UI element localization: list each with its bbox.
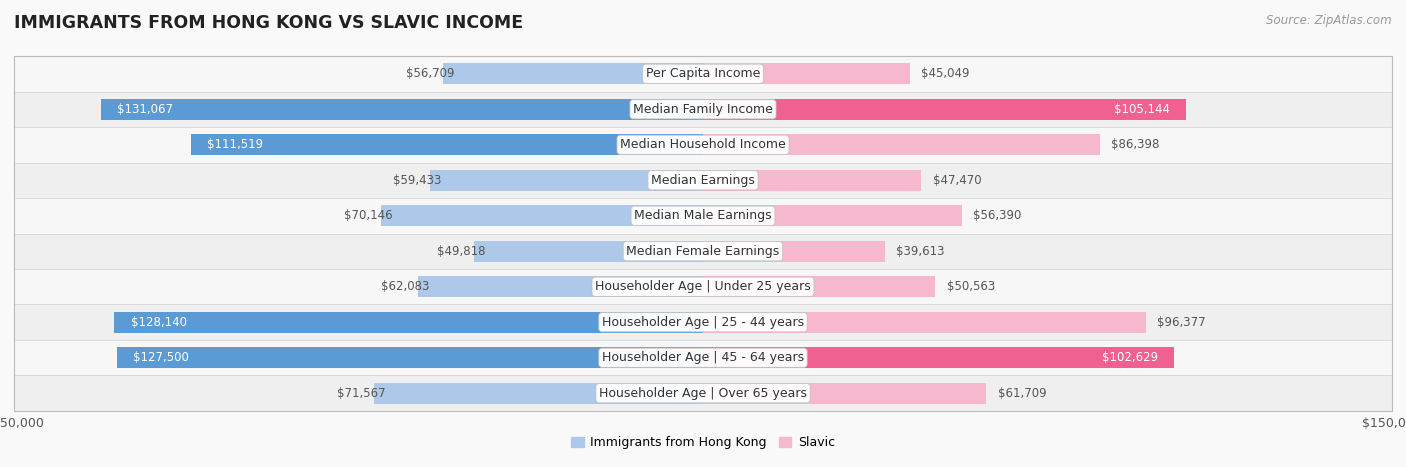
Bar xyxy=(14,269,1392,304)
Text: Householder Age | Under 25 years: Householder Age | Under 25 years xyxy=(595,280,811,293)
Bar xyxy=(374,383,703,403)
Text: $61,709: $61,709 xyxy=(998,387,1046,400)
Bar xyxy=(14,163,1392,198)
Text: $50,563: $50,563 xyxy=(946,280,995,293)
Text: Per Capita Income: Per Capita Income xyxy=(645,67,761,80)
Text: $131,067: $131,067 xyxy=(117,103,173,116)
Text: $86,398: $86,398 xyxy=(1111,138,1160,151)
Text: Median Household Income: Median Household Income xyxy=(620,138,786,151)
Text: Householder Age | 25 - 44 years: Householder Age | 25 - 44 years xyxy=(602,316,804,329)
Bar xyxy=(703,134,1099,155)
Bar xyxy=(474,241,703,262)
Bar xyxy=(117,347,703,368)
Bar xyxy=(14,340,1392,375)
Text: $45,049: $45,049 xyxy=(921,67,970,80)
Text: $128,140: $128,140 xyxy=(131,316,187,329)
Text: Median Earnings: Median Earnings xyxy=(651,174,755,187)
Text: $39,613: $39,613 xyxy=(897,245,945,258)
Text: Median Female Earnings: Median Female Earnings xyxy=(627,245,779,258)
Text: $56,709: $56,709 xyxy=(405,67,454,80)
Text: $96,377: $96,377 xyxy=(1157,316,1206,329)
Text: $59,433: $59,433 xyxy=(394,174,441,187)
Text: Median Family Income: Median Family Income xyxy=(633,103,773,116)
Bar xyxy=(703,241,884,262)
Text: IMMIGRANTS FROM HONG KONG VS SLAVIC INCOME: IMMIGRANTS FROM HONG KONG VS SLAVIC INCO… xyxy=(14,14,523,32)
Bar xyxy=(114,312,703,333)
Text: Source: ZipAtlas.com: Source: ZipAtlas.com xyxy=(1267,14,1392,27)
Bar xyxy=(14,92,1392,127)
Legend: Immigrants from Hong Kong, Slavic: Immigrants from Hong Kong, Slavic xyxy=(567,432,839,454)
Bar xyxy=(443,64,703,84)
Bar xyxy=(703,205,962,226)
Bar xyxy=(703,64,910,84)
Text: $56,390: $56,390 xyxy=(973,209,1022,222)
Bar xyxy=(703,170,921,191)
Bar xyxy=(703,383,987,403)
Bar xyxy=(430,170,703,191)
Bar xyxy=(14,375,1392,411)
Bar xyxy=(14,198,1392,234)
Text: $127,500: $127,500 xyxy=(134,351,190,364)
Bar xyxy=(14,127,1392,163)
Bar xyxy=(101,99,703,120)
Text: Median Male Earnings: Median Male Earnings xyxy=(634,209,772,222)
Text: Householder Age | Over 65 years: Householder Age | Over 65 years xyxy=(599,387,807,400)
Text: Householder Age | 45 - 64 years: Householder Age | 45 - 64 years xyxy=(602,351,804,364)
Bar xyxy=(14,56,1392,411)
Text: $70,146: $70,146 xyxy=(343,209,392,222)
Bar xyxy=(14,234,1392,269)
Text: $62,083: $62,083 xyxy=(381,280,429,293)
Bar xyxy=(703,276,935,297)
Bar xyxy=(14,304,1392,340)
Bar xyxy=(703,99,1185,120)
Bar xyxy=(703,312,1146,333)
Bar xyxy=(418,276,703,297)
Bar xyxy=(191,134,703,155)
Text: $49,818: $49,818 xyxy=(437,245,485,258)
Text: $111,519: $111,519 xyxy=(207,138,263,151)
Text: $105,144: $105,144 xyxy=(1114,103,1170,116)
Text: $102,629: $102,629 xyxy=(1102,351,1159,364)
Bar xyxy=(14,56,1392,92)
Bar xyxy=(381,205,703,226)
Text: $47,470: $47,470 xyxy=(932,174,981,187)
Bar xyxy=(703,347,1174,368)
Text: $71,567: $71,567 xyxy=(337,387,385,400)
